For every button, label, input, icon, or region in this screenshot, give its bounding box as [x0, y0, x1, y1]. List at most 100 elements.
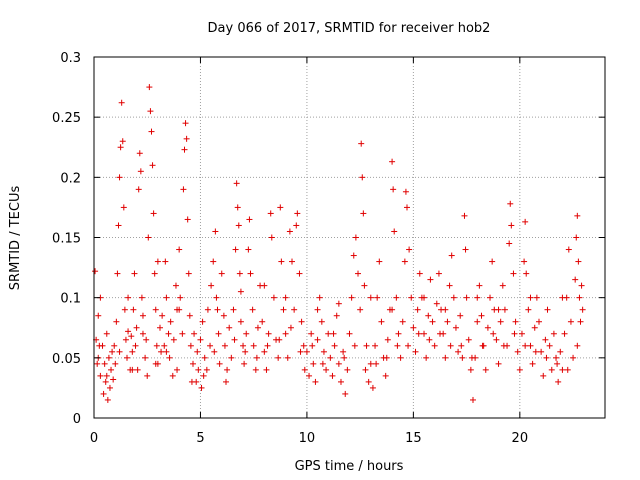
data-point	[378, 318, 385, 325]
data-point	[369, 384, 376, 391]
data-point	[185, 270, 192, 277]
data-point	[331, 342, 338, 349]
data-point	[277, 204, 284, 211]
data-point	[298, 318, 305, 325]
data-point	[152, 306, 159, 313]
data-point	[405, 342, 412, 349]
data-point	[294, 210, 301, 217]
data-point	[429, 318, 436, 325]
grid	[94, 57, 605, 418]
y-axis-label: SRMTID / TECUs	[8, 186, 23, 291]
data-point	[200, 372, 207, 379]
data-point	[182, 120, 189, 127]
data-point	[237, 318, 244, 325]
data-point	[181, 146, 188, 153]
data-point	[402, 188, 409, 195]
data-point	[319, 360, 326, 367]
data-point	[555, 378, 562, 385]
data-point	[243, 330, 250, 337]
data-point	[548, 366, 555, 373]
data-point	[373, 360, 380, 367]
data-point	[397, 354, 404, 361]
data-point	[507, 200, 514, 207]
data-point	[115, 222, 122, 229]
data-point	[236, 270, 243, 277]
data-point	[376, 258, 383, 265]
data-point	[170, 336, 177, 343]
data-point	[565, 246, 572, 253]
data-point	[561, 330, 568, 337]
data-point	[159, 312, 166, 319]
data-point	[511, 330, 518, 337]
data-point	[146, 84, 153, 91]
data-point	[293, 222, 300, 229]
data-point	[374, 294, 381, 301]
data-point	[199, 318, 206, 325]
data-point	[527, 294, 534, 301]
data-point	[106, 384, 113, 391]
data-point	[138, 294, 145, 301]
data-point	[360, 210, 367, 217]
data-point	[391, 228, 398, 235]
data-point	[167, 318, 174, 325]
data-point	[559, 366, 566, 373]
points-layer	[92, 84, 586, 403]
data-point	[116, 348, 123, 355]
data-point	[133, 324, 140, 331]
y-tick-label: 0	[73, 412, 81, 427]
data-point	[169, 372, 176, 379]
data-point	[514, 348, 521, 355]
data-point	[278, 258, 285, 265]
data-point	[461, 212, 468, 219]
data-point	[553, 354, 560, 361]
data-point	[113, 318, 120, 325]
data-point	[265, 330, 272, 337]
data-point	[195, 366, 202, 373]
data-point	[297, 348, 304, 355]
data-point	[416, 270, 423, 277]
data-point	[246, 216, 253, 223]
data-point	[177, 294, 184, 301]
data-point	[191, 330, 198, 337]
data-point	[357, 306, 364, 313]
data-point	[393, 294, 400, 301]
data-point	[223, 378, 230, 385]
data-point	[194, 348, 201, 355]
data-point	[550, 330, 557, 337]
data-point	[212, 228, 219, 235]
x-tick-label: 15	[405, 431, 422, 446]
data-point	[129, 366, 136, 373]
data-point	[399, 318, 406, 325]
data-point	[259, 318, 266, 325]
data-point	[329, 372, 336, 379]
data-point	[240, 342, 247, 349]
data-point	[506, 240, 513, 247]
data-point	[361, 282, 368, 289]
data-point	[147, 108, 154, 115]
data-point	[296, 270, 303, 277]
data-point	[289, 258, 296, 265]
data-point	[135, 186, 142, 193]
data-point	[111, 342, 118, 349]
data-point	[179, 330, 186, 337]
data-point	[335, 360, 342, 367]
data-point	[122, 336, 129, 343]
data-point	[401, 258, 408, 265]
data-point	[489, 258, 496, 265]
data-point	[286, 228, 293, 235]
data-point	[176, 306, 183, 313]
data-point	[575, 258, 582, 265]
data-point	[211, 348, 218, 355]
data-point	[572, 276, 579, 283]
data-point	[180, 186, 187, 193]
data-point	[358, 140, 365, 147]
data-point	[300, 342, 307, 349]
data-point	[139, 330, 146, 337]
data-point	[355, 270, 362, 277]
data-point	[450, 294, 457, 301]
data-point	[501, 306, 508, 313]
data-point	[340, 348, 347, 355]
data-point	[532, 348, 539, 355]
data-point	[395, 330, 402, 337]
x-axis-label: GPS time / hours	[295, 459, 404, 474]
